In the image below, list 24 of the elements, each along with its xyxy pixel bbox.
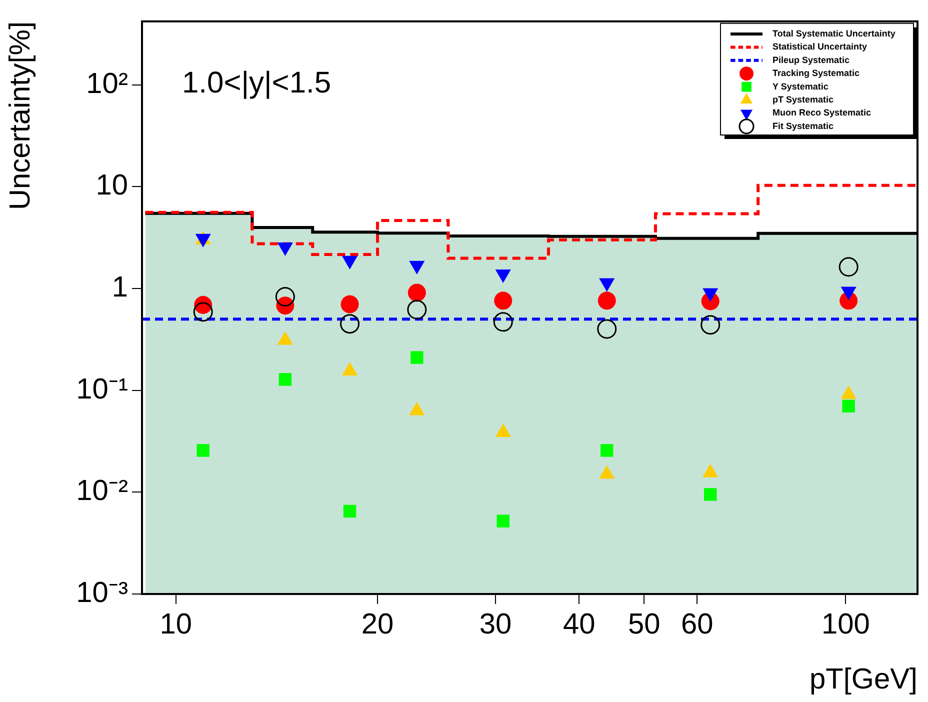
y-tick-label: 10⁻¹: [76, 373, 128, 406]
y-axis-title: Uncertainty[%]: [4, 21, 36, 210]
y-tick-label: 10²: [86, 68, 128, 100]
x-tick-label: 20: [361, 608, 394, 640]
legend-label: Tracking Systematic: [772, 68, 860, 78]
legend-label: pT Systematic: [772, 94, 834, 104]
x-tick-label: 40: [563, 608, 596, 640]
y-tick-label: 10: [96, 170, 128, 202]
x-tick-label: 50: [628, 608, 660, 640]
annotation: 1.0<|y|<1.5: [182, 66, 332, 100]
x-tick-label: 30: [479, 608, 512, 640]
x-tick-label: 100: [821, 608, 870, 640]
y-tick-label: 10⁻³: [76, 577, 128, 609]
legend-label: Pileup Systematic: [772, 54, 850, 65]
legend-label: Total Systematic Uncertainty: [772, 28, 896, 38]
legend-label: Y Systematic: [772, 81, 828, 92]
x-axis-title: pT[GeV]: [810, 664, 918, 696]
y-tick-label: 1: [112, 272, 128, 304]
legend-label: Muon Reco Systematic: [772, 108, 872, 118]
y-tick-label: 10⁻²: [76, 475, 128, 508]
legend-label: Fit Systematic: [772, 120, 834, 131]
legend-label: Statistical Uncertainty: [772, 42, 868, 52]
x-tick-label: 60: [680, 608, 714, 640]
x-tick-label: 10: [160, 608, 192, 640]
